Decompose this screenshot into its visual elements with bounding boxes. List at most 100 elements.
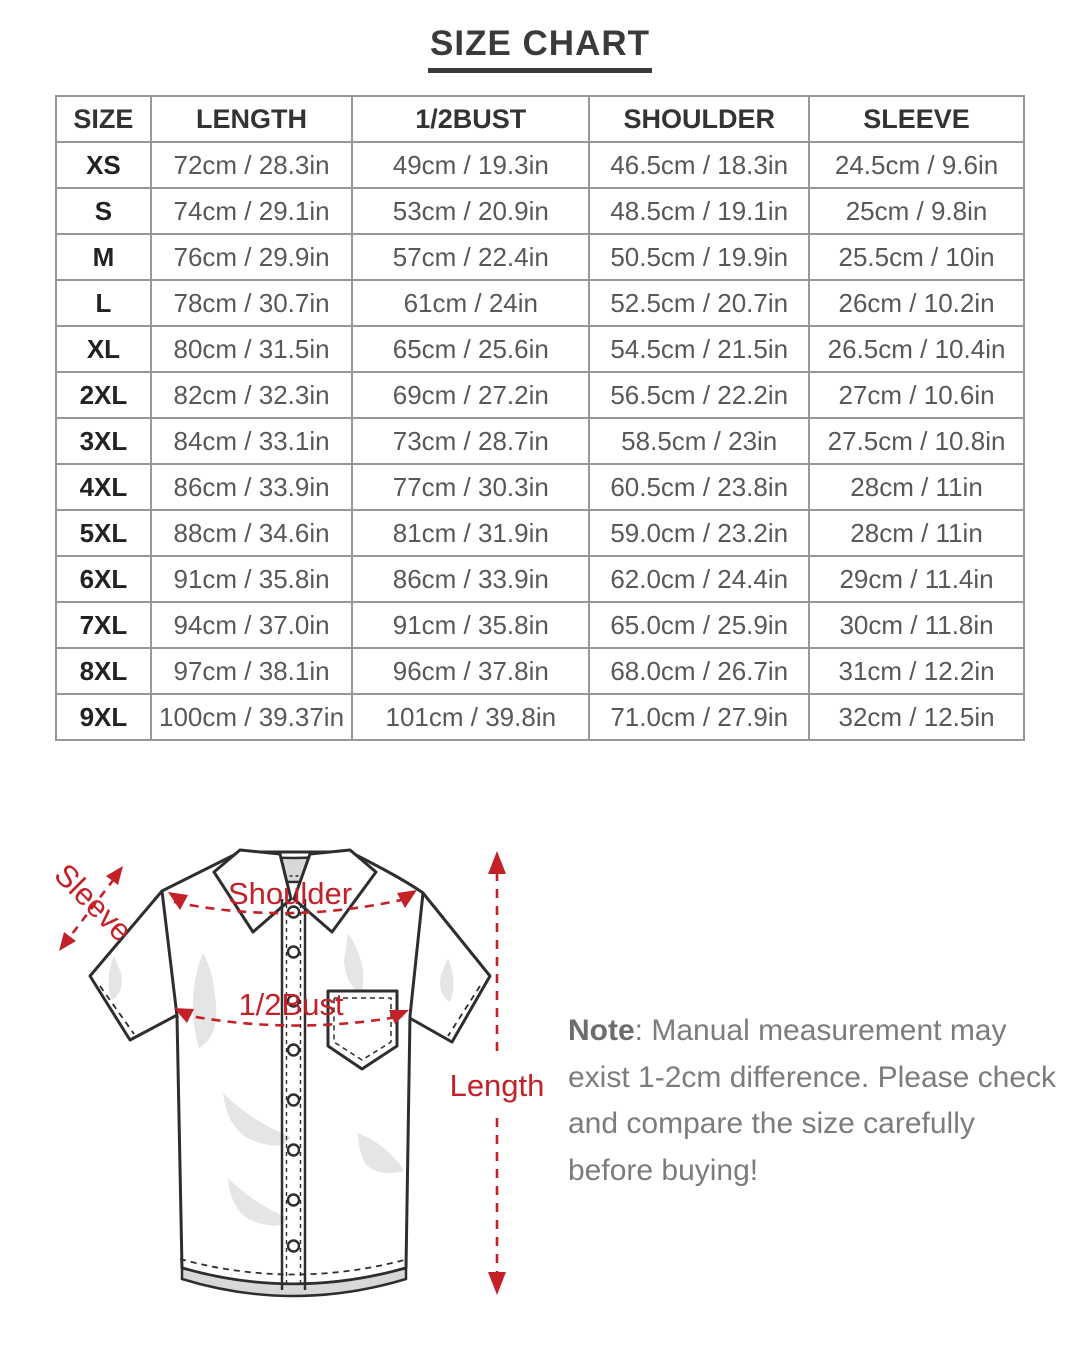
shirt-measurement-diagram: Shoulder 1/2Bust Sleeve Length <box>28 838 552 1310</box>
length-cell: 97cm / 38.1in <box>149 647 354 695</box>
table-row: XL 80cm / 31.5in 65cm / 25.6in 54.5cm / 21.… <box>55 325 1025 373</box>
shirt-diagram-svg: Shoulder 1/2Bust Sleeve Length <box>48 848 545 1298</box>
length-cell: 76cm / 29.9in <box>149 233 354 281</box>
half-bust-cell: 77cm / 30.3in <box>351 463 591 511</box>
collar <box>212 848 378 934</box>
size-cell: 8XL <box>55 647 152 695</box>
sleeve-cell: 26.5cm / 10.4in <box>808 325 1025 373</box>
table-row: 4XL 86cm / 33.9in 77cm / 30.3in 60.5cm / 23… <box>55 463 1025 511</box>
table-row: 7XL 94cm / 37.0in 91cm / 35.8in 65.0cm / 25… <box>55 601 1025 649</box>
shoulder-cell: 46.5cm / 18.3in <box>588 141 811 189</box>
length-cell: 72cm / 28.3in <box>149 141 354 189</box>
half-bust-cell: 57cm / 22.4in <box>351 233 591 281</box>
sleeve-cell: 28cm / 11in <box>808 509 1025 557</box>
size-cell: 2XL <box>55 371 152 419</box>
half-bust-cell: 65cm / 25.6in <box>351 325 591 373</box>
shoulder-cell: 71.0cm / 27.9in <box>588 693 811 741</box>
half-bust-cell: 69cm / 27.2in <box>351 371 591 419</box>
fabric-wrinkles <box>108 933 454 1226</box>
sleeve-arrow <box>59 866 123 951</box>
half-bust-cell: 53cm / 20.9in <box>351 187 591 235</box>
sleeve-cell: 24.5cm / 9.6in <box>808 141 1025 189</box>
length-label: Length <box>450 1068 545 1103</box>
buttons <box>286 905 301 1253</box>
length-cell: 74cm / 29.1in <box>149 187 354 235</box>
shoulder-cell: 50.5cm / 19.9in <box>588 233 811 281</box>
sleeve-cell: 29cm / 11.4in <box>808 555 1025 603</box>
table-row: 9XL 100cm / 39.37in 101cm / 39.8in 71.0cm /… <box>55 693 1025 741</box>
sleeve-hem-stitches <box>99 985 481 1037</box>
sleeve-cell: 25.5cm / 10in <box>808 233 1025 281</box>
length-arrow <box>488 851 506 1295</box>
table-row: L 78cm / 30.7in 61cm / 24in 52.5cm / 20.7in… <box>55 279 1025 327</box>
half-bust-cell: 49cm / 19.3in <box>351 141 591 189</box>
shoulder-cell: 60.5cm / 23.8in <box>588 463 811 511</box>
page-title-wrap: SIZE CHART <box>0 24 1080 73</box>
size-cell: M <box>55 233 152 281</box>
note-text: Note: Manual measurement may exist 1-2cm… <box>568 1008 1062 1194</box>
half-bust-arrow <box>174 1008 409 1027</box>
note-body: : Manual measurement may exist 1-2cm dif… <box>568 1014 1057 1187</box>
half-bust-cell: 96cm / 37.8in <box>351 647 591 695</box>
size-cell: 4XL <box>55 463 152 511</box>
table-row: S 74cm / 29.1in 53cm / 20.9in 48.5cm / 19.1… <box>55 187 1025 235</box>
sleeve-cell: 27.5cm / 10.8in <box>808 417 1025 465</box>
size-cell: S <box>55 187 152 235</box>
sleeve-cell: 30cm / 11.8in <box>808 601 1025 649</box>
button-placket <box>280 899 307 1290</box>
size-cell: 7XL <box>55 601 152 649</box>
table-row: 2XL 82cm / 32.3in 69cm / 27.2in 56.5cm / 22… <box>55 371 1025 419</box>
table-row: M 76cm / 29.9in 57cm / 22.4in 50.5cm / 19.9… <box>55 233 1025 281</box>
size-cell: 6XL <box>55 555 152 603</box>
column-header-shoulder: SHOULDER <box>588 95 811 143</box>
column-header-length: LENGTH <box>149 95 354 143</box>
size-cell: 9XL <box>55 693 152 741</box>
length-cell: 91cm / 35.8in <box>149 555 354 603</box>
table-row: 8XL 97cm / 38.1in 96cm / 37.8in 68.0cm / 26… <box>55 647 1025 695</box>
length-cell: 78cm / 30.7in <box>149 279 354 327</box>
half-bust-cell: 73cm / 28.7in <box>351 417 591 465</box>
size-cell: 3XL <box>55 417 152 465</box>
length-cell: 100cm / 39.37in <box>149 693 354 741</box>
half-bust-cell: 101cm / 39.8in <box>351 693 591 741</box>
shoulder-cell: 48.5cm / 19.1in <box>588 187 811 235</box>
half-bust-cell: 61cm / 24in <box>351 279 591 327</box>
column-header-size: SIZE <box>55 95 152 143</box>
size-chart-table: SIZE LENGTH 1/2BUST SHOULDER SLEEVE XS 72… <box>55 95 1025 741</box>
size-cell: XL <box>55 325 152 373</box>
sleeve-cell: 32cm / 12.5in <box>808 693 1025 741</box>
table-row: 6XL 91cm / 35.8in 86cm / 33.9in 62.0cm / 24… <box>55 555 1025 603</box>
length-cell: 86cm / 33.9in <box>149 463 354 511</box>
column-header-halfbust: 1/2BUST <box>351 95 591 143</box>
shoulder-arrow <box>168 890 417 915</box>
table-row: 5XL 88cm / 34.6in 81cm / 31.9in 59.0cm / 23… <box>55 509 1025 557</box>
length-cell: 94cm / 37.0in <box>149 601 354 649</box>
table-row: 3XL 84cm / 33.1in 73cm / 28.7in 58.5cm / 23… <box>55 417 1025 465</box>
length-cell: 82cm / 32.3in <box>149 371 354 419</box>
size-cell: 5XL <box>55 509 152 557</box>
sleeve-cell: 27cm / 10.6in <box>808 371 1025 419</box>
half-bust-cell: 86cm / 33.9in <box>351 555 591 603</box>
shoulder-cell: 58.5cm / 23in <box>588 417 811 465</box>
shoulder-cell: 68.0cm / 26.7in <box>588 647 811 695</box>
column-header-sleeve: SLEEVE <box>808 95 1025 143</box>
shoulder-cell: 52.5cm / 20.7in <box>588 279 811 327</box>
length-cell: 88cm / 34.6in <box>149 509 354 557</box>
half-bust-cell: 91cm / 35.8in <box>351 601 591 649</box>
half-bust-label: 1/2Bust <box>238 987 344 1022</box>
sleeve-label: Sleeve <box>48 857 140 949</box>
length-cell: 84cm / 33.1in <box>149 417 354 465</box>
shoulder-cell: 56.5cm / 22.2in <box>588 371 811 419</box>
shoulder-cell: 54.5cm / 21.5in <box>588 325 811 373</box>
length-cell: 80cm / 31.5in <box>149 325 354 373</box>
note-label: Note <box>568 1014 635 1047</box>
shirt-hem-underside <box>180 1266 408 1298</box>
sleeve-cell: 31cm / 12.2in <box>808 647 1025 695</box>
hem-stitch <box>179 1258 409 1276</box>
size-cell: XS <box>55 141 152 189</box>
shoulder-cell: 62.0cm / 24.4in <box>588 555 811 603</box>
shoulder-cell: 65.0cm / 25.9in <box>588 601 811 649</box>
sleeve-cell: 25cm / 9.8in <box>808 187 1025 235</box>
size-cell: L <box>55 279 152 327</box>
page-title: SIZE CHART <box>428 24 652 73</box>
